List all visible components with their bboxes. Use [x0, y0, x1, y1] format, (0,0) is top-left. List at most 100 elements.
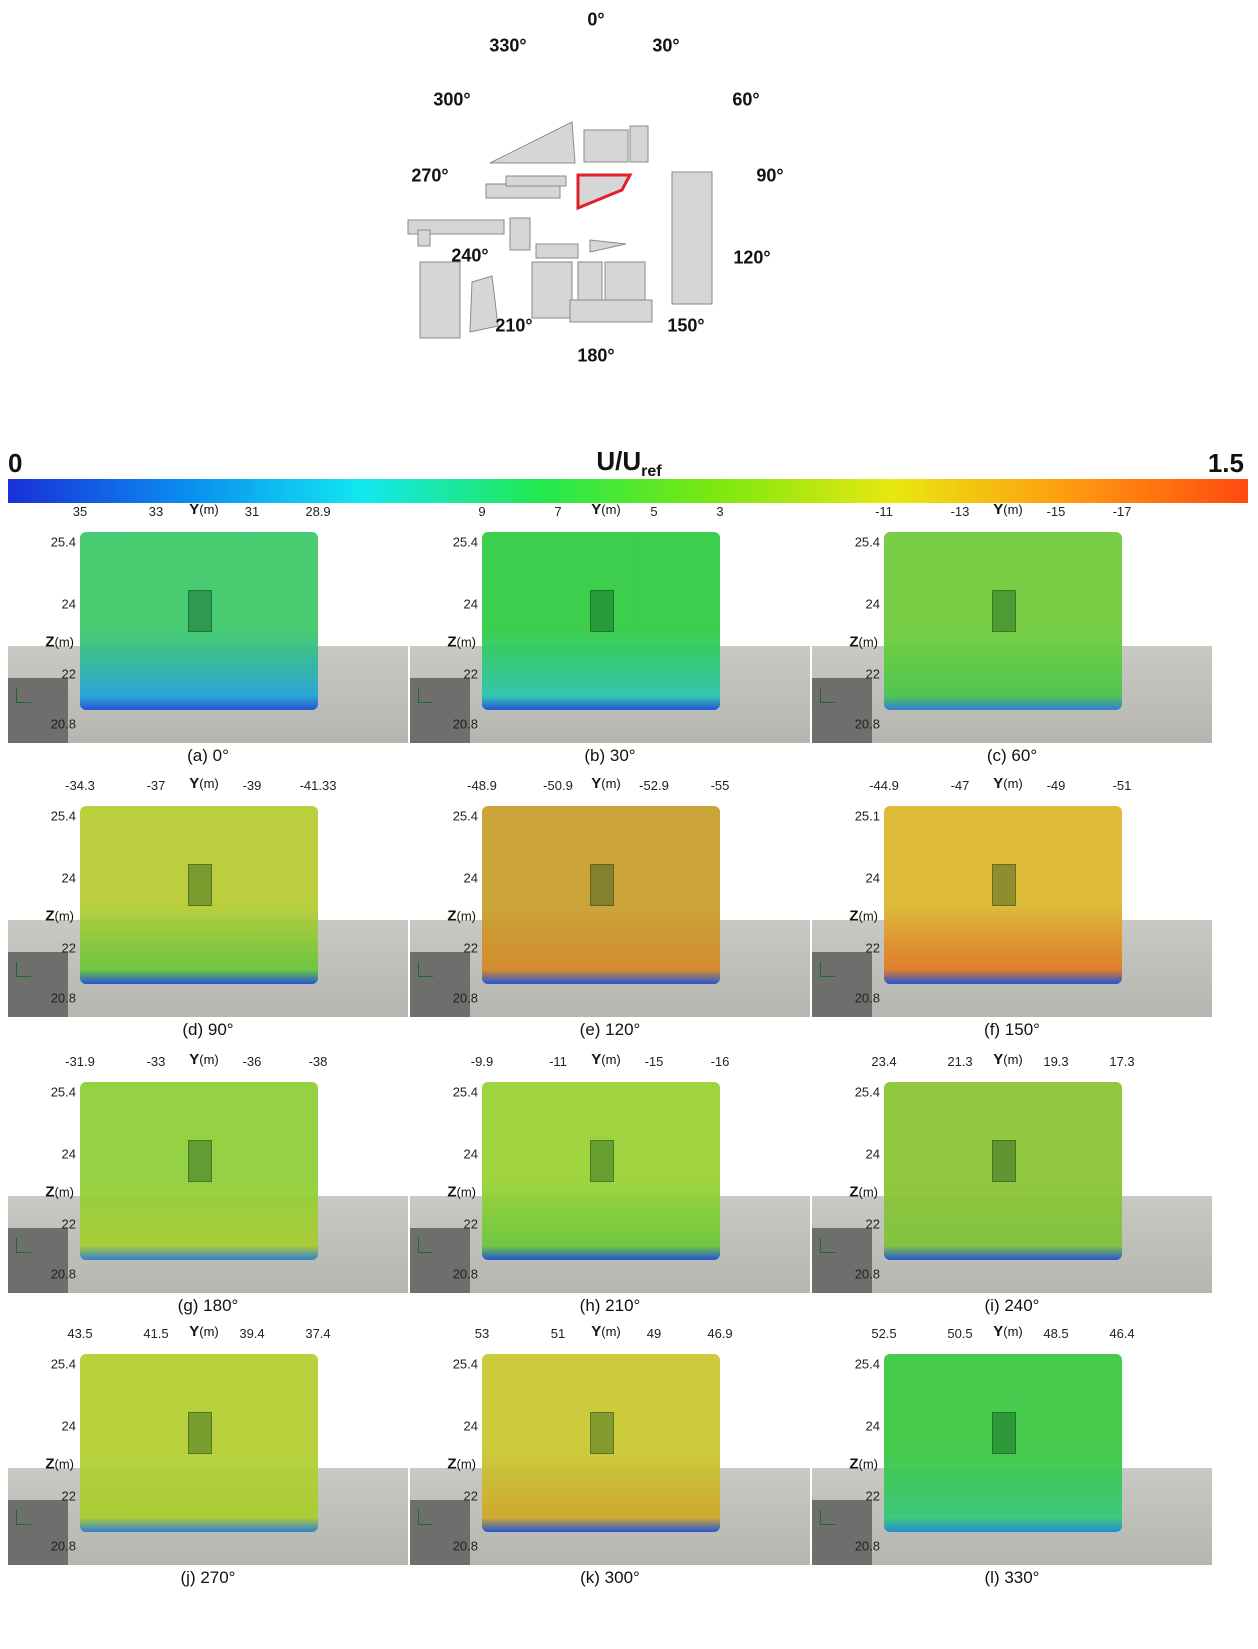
z-tick-label: 25.4 — [50, 1084, 76, 1100]
window-opening — [590, 864, 614, 906]
velocity-panel: 43.5 41.5 39.4 37.4 Y(m) 25.4 24 22 20.8 Z(m) (j) … — [8, 1318, 408, 1587]
z-tick-label: 22 — [463, 1488, 478, 1504]
y-axis-label: Y(m) — [189, 501, 219, 518]
z-tick-label: 25.4 — [452, 534, 478, 550]
z-tick-label: 22 — [865, 666, 880, 682]
panel-caption: (l) 330° — [984, 1568, 1040, 1587]
z-axis-label: Z(m) — [849, 907, 878, 925]
building — [569, 299, 653, 323]
panel-caption: (e) 120° — [579, 1020, 641, 1039]
y-tick-label: -9.9 — [470, 1054, 494, 1069]
y-tick-label: 7 — [554, 504, 562, 519]
window-opening — [590, 1140, 614, 1182]
building — [489, 121, 576, 164]
y-tick-label: -51 — [1112, 778, 1132, 793]
z-axis-label: Z(m) — [849, 633, 878, 651]
velocity-contour-plane — [80, 806, 318, 984]
y-tick-label: -34.3 — [65, 778, 95, 793]
velocity-panel: -44.9 -47 -49 -51 Y(m) 25.1 24 22 20.8 Z(m) (f) 15… — [812, 770, 1212, 1039]
z-tick-label: 22 — [463, 940, 478, 956]
z-tick-label: 24 — [61, 870, 76, 886]
window-opening — [992, 590, 1016, 632]
y-tick-label: -52.9 — [639, 778, 669, 793]
colorbar-max-label: 1.5 — [1207, 448, 1244, 478]
y-axis-label: Y(m) — [189, 1051, 219, 1068]
y-tick-label: 53 — [474, 1326, 490, 1341]
compass-angle-label: 60° — [732, 89, 760, 110]
window-opening — [992, 864, 1016, 906]
background-building-dark — [410, 678, 470, 743]
panel-caption: (i) 240° — [984, 1296, 1040, 1315]
z-tick-label: 25.4 — [854, 1356, 880, 1372]
panel-caption: (c) 60° — [986, 746, 1038, 765]
y-tick-label: 51 — [550, 1326, 566, 1341]
compass-angle-label: 240° — [451, 245, 489, 266]
y-axis-label: Y(m) — [993, 501, 1023, 518]
velocity-contour-plane — [884, 532, 1122, 710]
velocity-contour-plane — [884, 1082, 1122, 1260]
window-opening — [590, 1412, 614, 1454]
panel-caption: (b) 30° — [584, 746, 636, 765]
velocity-contour-plane — [80, 532, 318, 710]
z-tick-label: 24 — [463, 1418, 478, 1434]
velocity-panel: -9.9 -11 -15 -16 Y(m) 25.4 24 22 20.8 Z(m) (h) 210… — [410, 1046, 810, 1315]
z-tick-label: 20.8 — [854, 1538, 880, 1554]
y-tick-label: -39 — [242, 778, 262, 793]
velocity-panel: -48.9 -50.9 -52.9 -55 Y(m) 25.4 24 22 20.8 Z(m) (e… — [410, 770, 810, 1039]
y-tick-label: -33 — [146, 1054, 166, 1069]
building — [535, 243, 579, 259]
background-building-dark — [812, 678, 872, 743]
y-tick-label: 5 — [650, 504, 658, 519]
axes-triad-icon — [16, 1510, 31, 1525]
compass-angle-label: 210° — [495, 315, 533, 336]
colorbar-title: U/Uref — [596, 446, 662, 481]
velocity-panel: -34.3 -37 -39 -41.33 Y(m) 25.4 24 22 20.8 Z(m) (d)… — [8, 770, 408, 1039]
y-tick-label: -41.33 — [299, 778, 337, 793]
panel-caption: (a) 0° — [187, 746, 229, 765]
panel-caption: (j) 270° — [180, 1568, 236, 1587]
y-tick-label: -37 — [146, 778, 166, 793]
y-tick-label: 17.3 — [1109, 1054, 1135, 1069]
velocity-contour-plane — [884, 1354, 1122, 1532]
flow-visualization — [812, 1350, 1212, 1565]
z-tick-label: 25.1 — [854, 808, 880, 824]
y-tick-label: -17 — [1112, 504, 1132, 519]
velocity-contour-plane — [884, 806, 1122, 984]
window-opening — [188, 1140, 212, 1182]
z-tick-label: 24 — [61, 596, 76, 612]
y-tick-label: 43.5 — [67, 1326, 93, 1341]
z-tick-label: 22 — [463, 666, 478, 682]
z-tick-label: 22 — [865, 940, 880, 956]
axes-triad-icon — [820, 962, 835, 977]
z-tick-label: 20.8 — [50, 1538, 76, 1554]
compass-angle-label: 330° — [489, 35, 527, 56]
background-building-dark — [812, 952, 872, 1017]
colorbar-min-label: 0 — [8, 448, 23, 478]
z-tick-label: 24 — [865, 1146, 880, 1162]
background-building-dark — [8, 1500, 68, 1565]
z-tick-label: 22 — [61, 1216, 76, 1232]
y-tick-label: -38 — [308, 1054, 328, 1069]
y-tick-label: 33 — [148, 504, 164, 519]
y-tick-label: 31 — [244, 504, 260, 519]
z-tick-label: 22 — [61, 666, 76, 682]
z-tick-label: 22 — [61, 940, 76, 956]
velocity-contour-plane — [482, 1082, 720, 1260]
panel-caption: (f) 150° — [984, 1020, 1040, 1039]
z-tick-label: 24 — [463, 596, 478, 612]
background-building-dark — [8, 678, 68, 743]
axes-triad-icon — [418, 1238, 433, 1253]
y-tick-label: -47 — [950, 778, 970, 793]
building — [505, 175, 567, 187]
z-axis-label: Z(m) — [447, 907, 476, 925]
velocity-contour-plane — [80, 1082, 318, 1260]
window-opening — [188, 590, 212, 632]
flow-visualization — [8, 802, 408, 1017]
building-layout-diagram — [407, 121, 713, 339]
window-opening — [992, 1140, 1016, 1182]
y-tick-label: -50.9 — [543, 778, 573, 793]
y-tick-label: 49 — [646, 1326, 662, 1341]
velocity-contour-plane — [482, 532, 720, 710]
flow-visualization — [410, 528, 810, 743]
z-tick-label: 22 — [865, 1488, 880, 1504]
